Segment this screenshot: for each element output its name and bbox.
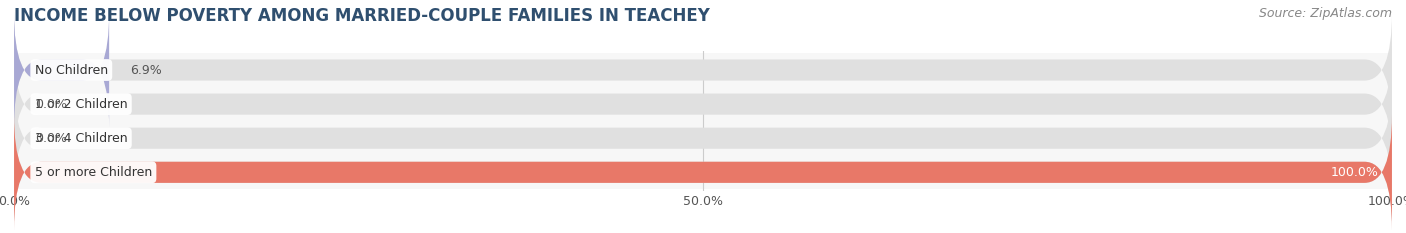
FancyBboxPatch shape <box>14 12 1392 128</box>
Bar <box>14 87 1392 121</box>
FancyBboxPatch shape <box>14 81 1392 196</box>
Bar <box>14 53 1392 87</box>
Text: 5 or more Children: 5 or more Children <box>35 166 152 179</box>
Text: INCOME BELOW POVERTY AMONG MARRIED-COUPLE FAMILIES IN TEACHEY: INCOME BELOW POVERTY AMONG MARRIED-COUPL… <box>14 7 710 25</box>
Bar <box>14 121 1392 155</box>
FancyBboxPatch shape <box>14 115 1392 230</box>
FancyBboxPatch shape <box>14 12 110 128</box>
Text: 3 or 4 Children: 3 or 4 Children <box>35 132 128 145</box>
Text: 0.0%: 0.0% <box>35 98 66 111</box>
FancyBboxPatch shape <box>14 47 1392 162</box>
Text: No Children: No Children <box>35 64 108 76</box>
Bar <box>14 155 1392 189</box>
Text: 100.0%: 100.0% <box>1330 166 1378 179</box>
FancyBboxPatch shape <box>14 115 1392 230</box>
Text: 6.9%: 6.9% <box>129 64 162 76</box>
Text: 1 or 2 Children: 1 or 2 Children <box>35 98 128 111</box>
Text: 0.0%: 0.0% <box>35 132 66 145</box>
Text: Source: ZipAtlas.com: Source: ZipAtlas.com <box>1258 7 1392 20</box>
